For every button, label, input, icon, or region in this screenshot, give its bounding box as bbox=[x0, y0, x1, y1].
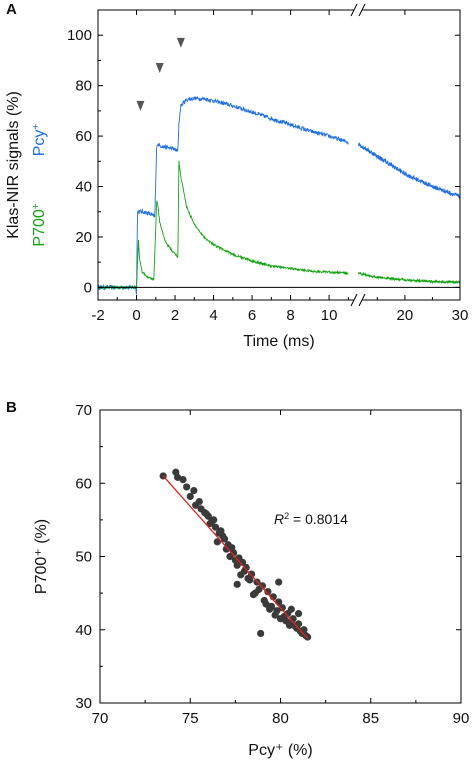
y-tick-label-a: 60 bbox=[75, 128, 92, 145]
x-tick-label-b: 80 bbox=[272, 710, 289, 727]
panel-b-letter: B bbox=[6, 399, 17, 416]
y-tick-label-a: 40 bbox=[75, 179, 92, 196]
scatter-point bbox=[275, 578, 283, 586]
x-tick-label-b: 90 bbox=[453, 710, 470, 727]
y-tick-label-b: 30 bbox=[75, 695, 92, 712]
y-tick-label-a: 0 bbox=[84, 279, 92, 296]
scatter-point bbox=[211, 523, 220, 531]
panel-a-chart: 0 20 40 60 80 100 -2 0 2 4 6 8 10 20 30 Time (ms) Klas… bbox=[5, 3, 469, 350]
y-tick-label-b: 70 bbox=[75, 402, 92, 419]
panel-b-frame bbox=[99, 409, 462, 704]
x-tick-label-a: 4 bbox=[209, 307, 217, 324]
y-tick-label-a: 80 bbox=[75, 78, 92, 95]
axis-break-mark bbox=[358, 3, 366, 17]
scatter-point bbox=[278, 604, 286, 612]
scatter-point bbox=[204, 512, 212, 520]
flash-marker-arrow bbox=[155, 63, 164, 74]
x-tick-label-b: 85 bbox=[362, 710, 379, 727]
panel-a-letter: A bbox=[6, 1, 17, 18]
scatter-point bbox=[222, 545, 230, 553]
scatter-point bbox=[291, 622, 299, 630]
y-tick-label-b: 50 bbox=[75, 549, 92, 566]
scatter-point bbox=[262, 600, 270, 608]
y-tick-label-a: 20 bbox=[75, 229, 92, 246]
y-tick-label-a: 100 bbox=[67, 27, 92, 44]
scatter-point bbox=[237, 571, 245, 579]
axis-break-mark bbox=[350, 3, 358, 17]
panel-a-frame bbox=[97, 9, 461, 301]
scatter-point bbox=[285, 621, 294, 629]
y-axis-label-b: P700⁺ (%) bbox=[33, 519, 50, 594]
series-line-pcy-late bbox=[358, 142, 461, 199]
y-axis-label-a: Klas-NIR signals (%) bbox=[5, 91, 22, 239]
x-axis-label-b: Pcy⁺ (%) bbox=[248, 742, 312, 759]
scatter-point bbox=[228, 544, 236, 552]
scatter-point bbox=[266, 605, 274, 613]
scatter-point bbox=[190, 486, 198, 495]
series-line-pcy-early bbox=[97, 96, 349, 295]
scatter-point bbox=[244, 574, 252, 583]
series-label-p700: P700+ bbox=[31, 203, 49, 246]
flash-marker-arrow bbox=[136, 100, 145, 111]
scatter-point bbox=[233, 580, 241, 588]
y-tick-label-b: 40 bbox=[75, 622, 92, 639]
scatter-point bbox=[249, 590, 258, 599]
x-tick-label-a: 20 bbox=[397, 307, 414, 324]
series-line-p700-early bbox=[97, 160, 349, 290]
scatter-point bbox=[213, 538, 221, 546]
x-tick-label-a: 6 bbox=[248, 307, 256, 324]
x-tick-label-a: -2 bbox=[91, 307, 104, 324]
scatter-point bbox=[179, 475, 187, 484]
scatter-point bbox=[294, 610, 303, 618]
y-tick-label-b: 60 bbox=[75, 475, 92, 492]
axis-break-gap bbox=[354, 294, 362, 306]
x-axis-label-a: Time (ms) bbox=[243, 333, 314, 350]
scatter-point bbox=[186, 492, 194, 501]
x-tick-label-b: 70 bbox=[92, 710, 109, 727]
scatter-point bbox=[271, 611, 279, 619]
flash-marker-arrow bbox=[176, 37, 185, 48]
scatter-point bbox=[195, 497, 203, 506]
scatter-point bbox=[276, 615, 285, 623]
r-squared-annotation: R2 = 0.8014 bbox=[274, 511, 348, 527]
scatter-point bbox=[219, 532, 227, 540]
scatter-point bbox=[264, 588, 272, 596]
scatter-point bbox=[208, 517, 216, 525]
scatter-point bbox=[183, 483, 191, 491]
series-label-pcy: Pcy+ bbox=[31, 124, 49, 157]
series-line-p700-late bbox=[358, 271, 461, 285]
scatter-point bbox=[226, 552, 234, 561]
axis-break-gap bbox=[354, 4, 362, 16]
x-tick-label-a: 8 bbox=[286, 307, 294, 324]
x-tick-label-a: 0 bbox=[132, 307, 140, 324]
x-tick-label-a: 10 bbox=[321, 307, 338, 324]
scatter-point bbox=[174, 473, 182, 481]
regression-line bbox=[162, 475, 309, 639]
x-tick-label-a: 2 bbox=[171, 307, 179, 324]
axis-break-mark bbox=[358, 293, 366, 307]
axis-break-mark bbox=[350, 293, 358, 307]
x-tick-label-b: 75 bbox=[182, 710, 199, 727]
scatter-point bbox=[287, 605, 295, 613]
x-tick-label-a: 30 bbox=[452, 307, 469, 324]
scatter-point bbox=[257, 629, 265, 638]
